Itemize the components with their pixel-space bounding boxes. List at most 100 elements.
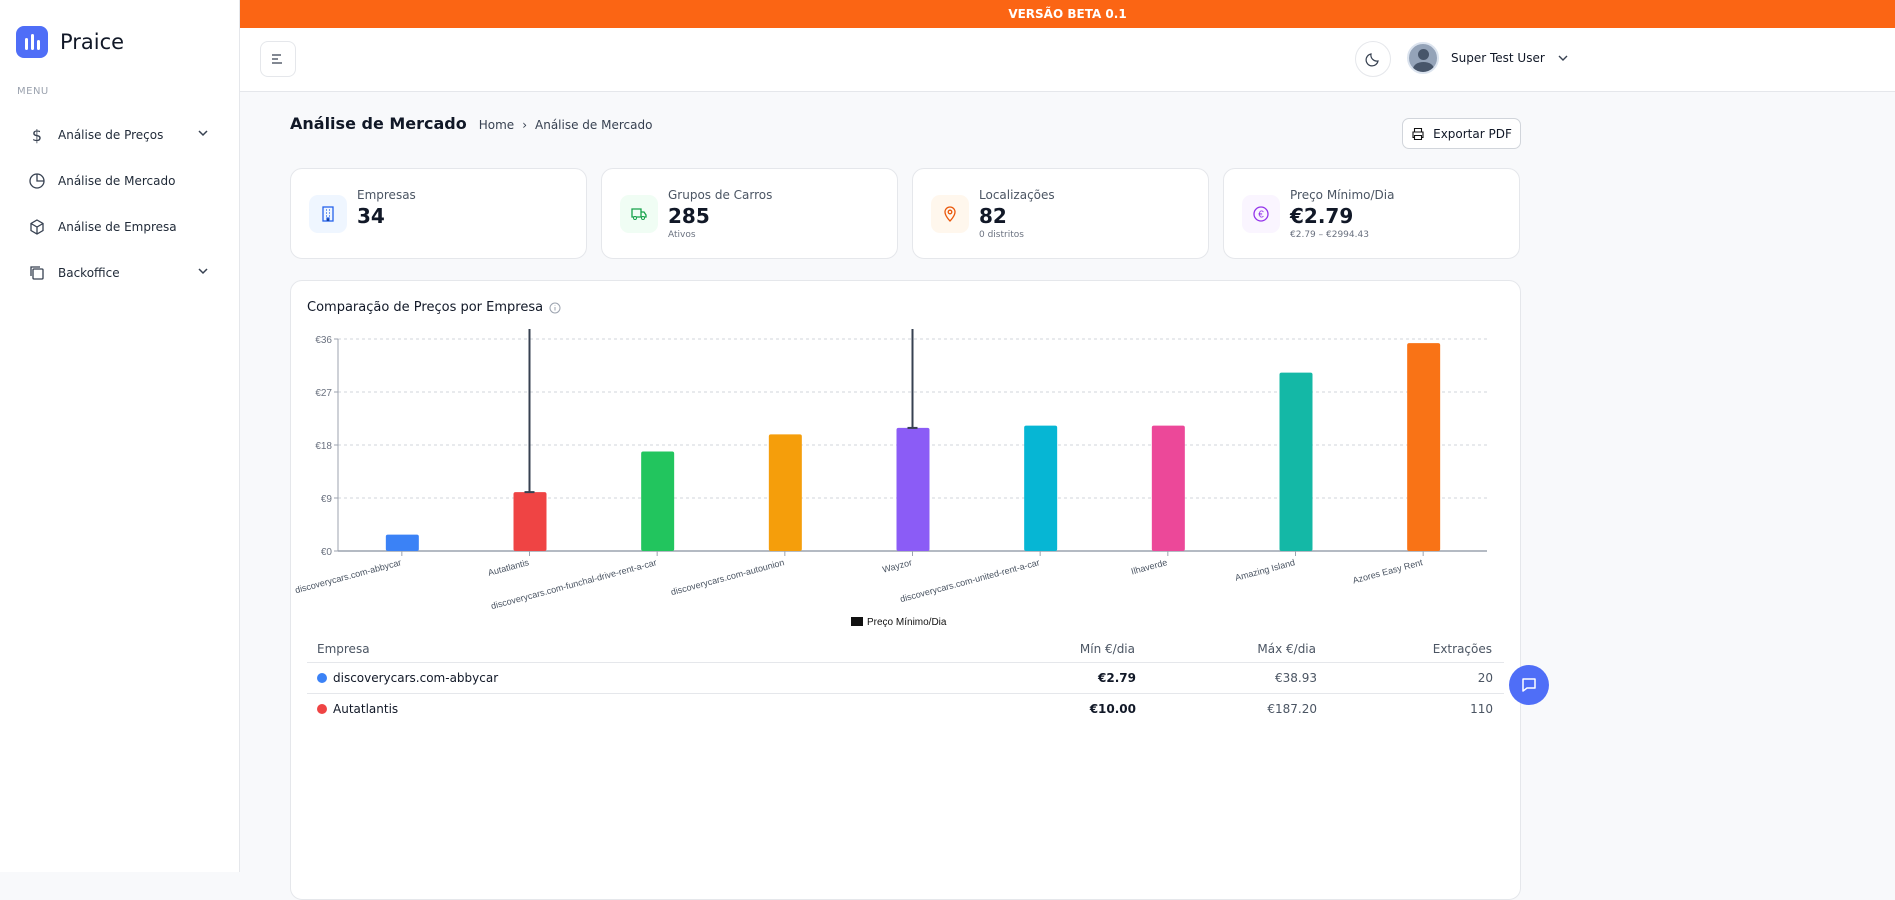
breadcrumb: Home › Análise de Mercado: [479, 118, 653, 132]
map-pin-icon: [931, 195, 969, 233]
stat-value: €2.79: [1290, 204, 1354, 228]
moon-icon: [1365, 53, 1379, 67]
logo[interactable]: Praice: [16, 26, 124, 58]
extractions: 20: [1477, 671, 1493, 685]
user-menu[interactable]: Super Test User: [1407, 42, 1569, 74]
chevron-down-icon: [198, 268, 208, 275]
export-label: Exportar PDF: [1433, 126, 1512, 141]
sidebar-item-label: Backoffice: [58, 266, 120, 280]
bar[interactable]: [1279, 372, 1313, 551]
bar-chart: €0 €9 €18 €27 €36 discoverycars.com-abbycar Au…: [294, 329, 1487, 628]
box-icon: [30, 219, 44, 235]
export-pdf-button[interactable]: Exportar PDF: [1402, 118, 1521, 149]
chevron-down-icon: [1558, 55, 1568, 61]
table-row[interactable]: Autatlantis €10.00 €187.20 110: [307, 693, 1504, 723]
chevron-down-icon: [198, 130, 208, 137]
extractions: 110: [1470, 702, 1493, 716]
menu-label: MENU: [17, 86, 49, 97]
page-title: Análise de Mercado: [290, 114, 467, 133]
sidebar-item-label: Análise de Empresa: [58, 220, 177, 234]
sidebar-item-analise-mercado[interactable]: Análise de Mercado: [16, 158, 224, 204]
chevron-right-icon: ›: [522, 118, 527, 132]
chat-button[interactable]: [1509, 665, 1549, 705]
max-price: €187.20: [1267, 702, 1317, 716]
stat-label: Empresas: [357, 188, 416, 202]
sidebar-item-analise-empresa[interactable]: Análise de Empresa: [16, 204, 224, 250]
table-row[interactable]: discoverycars.com-abbycar €2.79 €38.93 2…: [307, 662, 1504, 692]
company-name: Autatlantis: [333, 702, 399, 716]
price-comparison-chart-card: Comparação de Preços por Empresa €0 €9 €18…: [290, 280, 1521, 900]
stat-value: 82: [979, 204, 1007, 228]
x-tick-label: Autatlantis: [487, 557, 531, 578]
y-tick-label: €27: [315, 388, 332, 399]
stat-value: 285: [668, 204, 710, 228]
y-tick-label: €0: [321, 547, 333, 558]
stat-sub: Ativos: [668, 230, 696, 240]
bar[interactable]: [896, 427, 930, 551]
stat-label: Localizações: [979, 188, 1055, 202]
sidebar-item-analise-precos[interactable]: $ Análise de Preços: [16, 112, 224, 158]
sidebar-item-backoffice[interactable]: Backoffice: [16, 250, 224, 296]
stat-label: Preço Mínimo/Dia: [1290, 188, 1395, 202]
color-dot: [317, 704, 327, 714]
company-name: discoverycars.com-abbycar: [333, 671, 499, 685]
y-tick-label: €18: [315, 441, 332, 452]
stat-card: Empresas 34: [290, 168, 587, 259]
breadcrumb-home[interactable]: Home: [478, 118, 515, 132]
bar[interactable]: [1151, 425, 1185, 551]
truck-icon: [620, 195, 658, 233]
stat-label: Grupos de Carros: [668, 188, 773, 202]
bar[interactable]: [513, 492, 547, 551]
x-tick-label: Ilhaverde: [1130, 557, 1168, 576]
printer-icon: [1412, 127, 1424, 140]
breadcrumb-current: Análise de Mercado: [535, 118, 653, 132]
dark-mode-button[interactable]: [1355, 41, 1391, 77]
bar[interactable]: [768, 434, 802, 551]
beta-banner: VERSÃO BETA 0.1: [240, 0, 1895, 28]
x-tick-label: discoverycars.com-united-rent-a-car: [899, 557, 1041, 604]
y-tick-label: €9: [321, 494, 333, 505]
title-row: Análise de Mercado Home › Análise de Mer…: [290, 114, 652, 133]
menu-icon: [272, 54, 282, 64]
chart-title-text: Comparação de Preços por Empresa: [307, 300, 544, 315]
avatar: [1407, 42, 1439, 74]
table-header-empresa[interactable]: Empresa: [317, 642, 370, 656]
stat-card: Grupos de Carros 285 Ativos: [601, 168, 898, 259]
pie-chart-icon: [29, 173, 45, 189]
y-tick-label: €36: [315, 335, 332, 346]
sidebar-item-label: Análise de Preços: [58, 128, 164, 142]
table-header-min[interactable]: Mín €/dia: [1079, 642, 1135, 656]
svg-text:€: €: [1258, 210, 1264, 221]
stat-card: Localizações 82 0 distritos: [912, 168, 1209, 259]
bar[interactable]: [1407, 343, 1441, 551]
chat-icon: [1522, 678, 1536, 692]
stat-card: € Preço Mínimo/Dia €2.79 €2.79 – €2994.4…: [1223, 168, 1520, 259]
chart-title: Comparação de Preços por Empresa: [307, 300, 561, 315]
bar[interactable]: [385, 534, 419, 551]
table-header-extractions[interactable]: Extrações: [1432, 642, 1492, 656]
color-dot: [317, 673, 327, 683]
user-name: Super Test User: [1451, 51, 1545, 65]
bar[interactable]: [641, 451, 675, 551]
euro-icon: €: [1242, 195, 1280, 233]
stat-sub: 0 distritos: [979, 230, 1024, 240]
stat-value: 34: [357, 204, 385, 228]
copy-icon: [30, 266, 44, 280]
app-name: Praice: [60, 30, 125, 54]
x-tick-label: Wayzor: [881, 557, 913, 574]
x-tick-label: discoverycars.com-abbycar: [294, 557, 402, 595]
min-price: €2.79: [1098, 671, 1136, 685]
stat-sub: €2.79 – €2994.43: [1290, 230, 1369, 240]
header: Super Test User: [240, 28, 1895, 92]
table-header-max[interactable]: Máx €/dia: [1257, 642, 1316, 656]
sidebar-item-label: Análise de Mercado: [58, 174, 176, 188]
menu-toggle-button[interactable]: [260, 41, 296, 77]
sidebar: Praice MENU $ Análise de Preços Análise …: [0, 0, 240, 872]
legend-swatch: [851, 617, 863, 626]
legend-label[interactable]: Preço Mínimo/Dia: [867, 617, 947, 628]
bar[interactable]: [1024, 425, 1058, 551]
logo-icon: [16, 26, 48, 58]
x-tick-label: Azores Easy Rent: [1352, 557, 1425, 585]
info-icon[interactable]: [549, 302, 561, 314]
max-price: €38.93: [1275, 671, 1317, 685]
